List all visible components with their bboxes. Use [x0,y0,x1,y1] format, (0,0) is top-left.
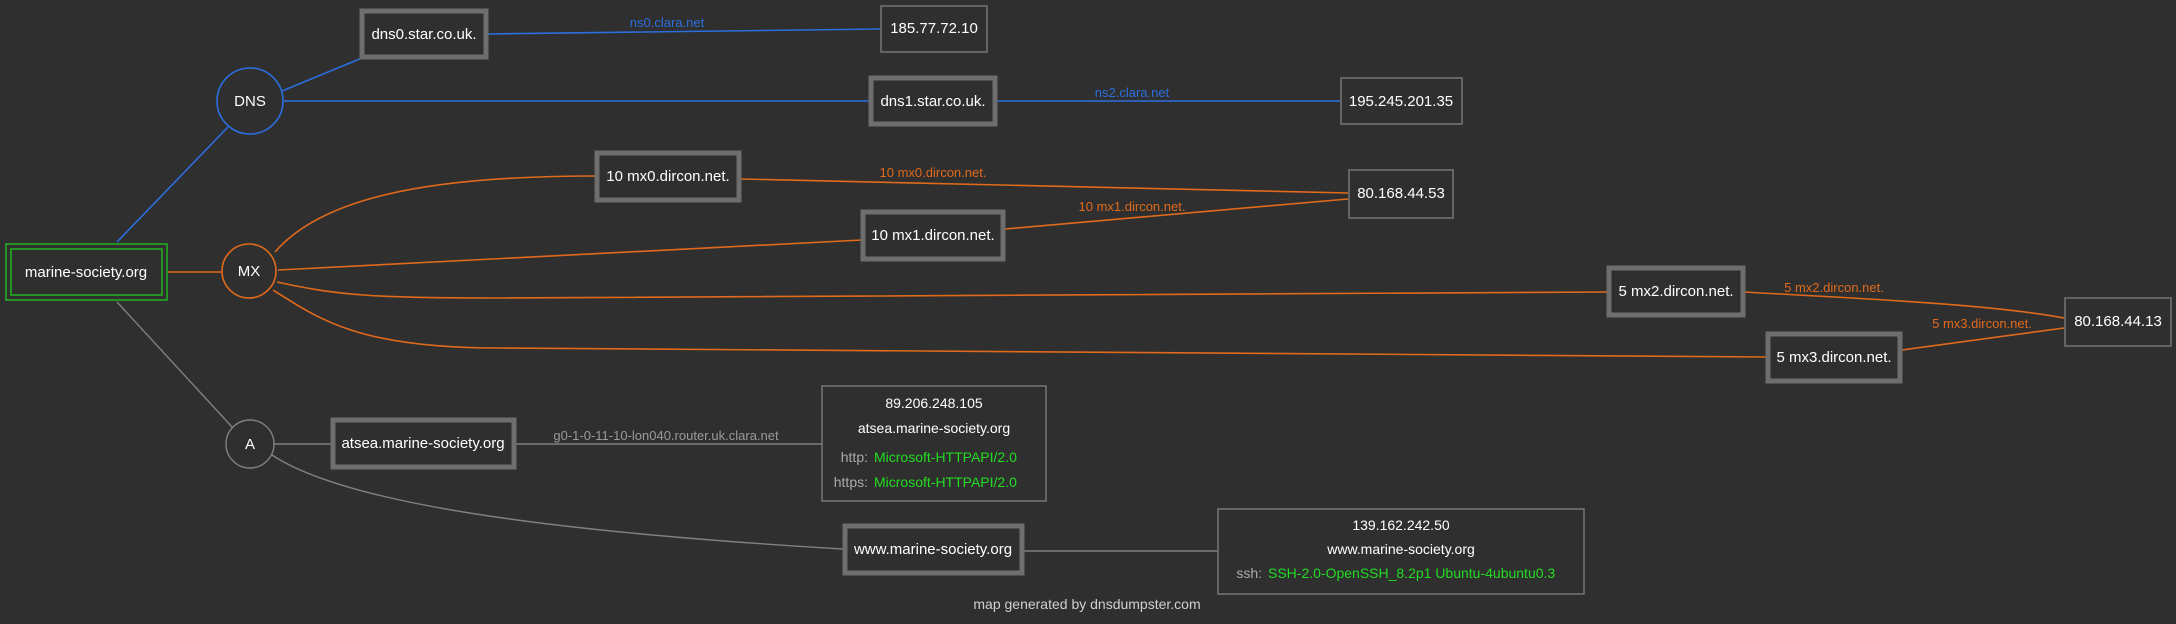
info-atsea-service-value: Microsoft-HTTPAPI/2.0 [874,449,1017,465]
info-atsea-service-row: https: [834,474,868,490]
host-atsea-label: atsea.marine-society.org [341,435,504,452]
edge-mx-mx2 [276,281,1609,299]
edge-dns0-ip [486,28,881,35]
ip-mx23-label: 80.168.44.13 [2074,313,2162,330]
category-dns-label: DNS [234,93,266,110]
info-www-ip: 139.162.242.50 [1352,517,1450,533]
host-www[interactable]: www.marine-society.org [842,523,1025,576]
edge-mx2-ip [1743,291,2065,319]
info-atsea-service-row: http: [841,449,868,465]
edge-mx0-ip [740,178,1349,194]
host-dns1[interactable]: dns1.star.co.uk. [868,75,998,127]
edge-label-dns0: ns0.clara.net [630,15,705,30]
host-atsea[interactable]: atsea.marine-society.org [330,417,517,470]
host-dns0[interactable]: dns0.star.co.uk. [359,8,489,60]
info-atsea-service-value: Microsoft-HTTPAPI/2.0 [874,474,1017,490]
root-label: marine-society.org [25,264,147,281]
ip-ns2[interactable]: 195.245.201.35 [1340,77,1463,125]
info-box-www[interactable]: 139.162.242.50 www.marine-society.org ss… [1217,508,1585,595]
footer-credit: map generated by dnsdumpster.com [973,596,1200,612]
edge-label-mx3: 5 mx3.dircon.net. [1932,316,2032,331]
edge-dns-dns0 [281,57,363,92]
edge-label-atsea: g0-1-0-11-10-lon040.router.uk.clara.net [553,428,779,443]
host-dns0-label: dns0.star.co.uk. [371,26,476,43]
category-a-label: A [245,436,255,453]
edge-label-mx0: 10 mx0.dircon.net. [880,165,987,180]
edge-mx-mx0 [274,175,597,253]
info-atsea-ip: 89.206.248.105 [885,395,983,411]
host-www-label: www.marine-society.org [853,541,1012,558]
host-mx2-label: 5 mx2.dircon.net. [1618,283,1733,300]
ip-mx01[interactable]: 80.168.44.53 [1348,169,1454,219]
edge-root-dns [116,126,229,243]
edge-mx-mx1 [277,239,863,271]
edge-mx-mx3 [272,289,1769,358]
host-mx0-label: 10 mx0.dircon.net. [606,168,729,185]
info-www-service-value: SSH-2.0-OpenSSH_8.2p1 Ubuntu-4ubuntu0.3 [1268,565,1555,581]
host-mx2[interactable]: 5 mx2.dircon.net. [1606,265,1746,318]
edge-labels: ns0.clara.net ns2.clara.net 10 mx0.dirco… [553,15,2031,443]
ip-ns2-label: 195.245.201.35 [1349,93,1453,110]
ip-ns0[interactable]: 185.77.72.10 [880,5,988,53]
edge-mx1-ip [1004,198,1349,230]
edge-a-www [271,454,844,550]
edge-label-mx2: 5 mx2.dircon.net. [1784,280,1884,295]
edge-root-a [116,301,234,429]
category-mx[interactable]: MX [221,243,277,299]
edge-mx3-ip [1901,327,2065,351]
host-mx3[interactable]: 5 mx3.dircon.net. [1765,331,1903,384]
category-mx-label: MX [238,263,261,280]
category-dns[interactable]: DNS [216,67,284,135]
edge-label-mx1: 10 mx1.dircon.net. [1079,199,1186,214]
host-mx1[interactable]: 10 mx1.dircon.net. [860,209,1006,262]
info-www-host: www.marine-society.org [1326,541,1475,557]
ip-mx23[interactable]: 80.168.44.13 [2064,297,2172,347]
host-mx3-label: 5 mx3.dircon.net. [1776,349,1891,366]
category-a[interactable]: A [225,419,275,469]
info-www-service-row: ssh: [1236,565,1262,581]
ip-ns0-label: 185.77.72.10 [890,20,978,37]
host-dns1-label: dns1.star.co.uk. [880,93,985,110]
host-mx1-label: 10 mx1.dircon.net. [871,227,994,244]
edge-label-dns1: ns2.clara.net [1095,85,1170,100]
root-node[interactable]: marine-society.org [5,243,168,301]
info-atsea-host: atsea.marine-society.org [858,420,1010,436]
host-mx0[interactable]: 10 mx0.dircon.net. [594,150,742,203]
ip-mx01-label: 80.168.44.53 [1357,185,1445,202]
info-box-atsea[interactable]: 89.206.248.105 atsea.marine-society.org … [821,385,1047,502]
edges [116,28,2065,552]
